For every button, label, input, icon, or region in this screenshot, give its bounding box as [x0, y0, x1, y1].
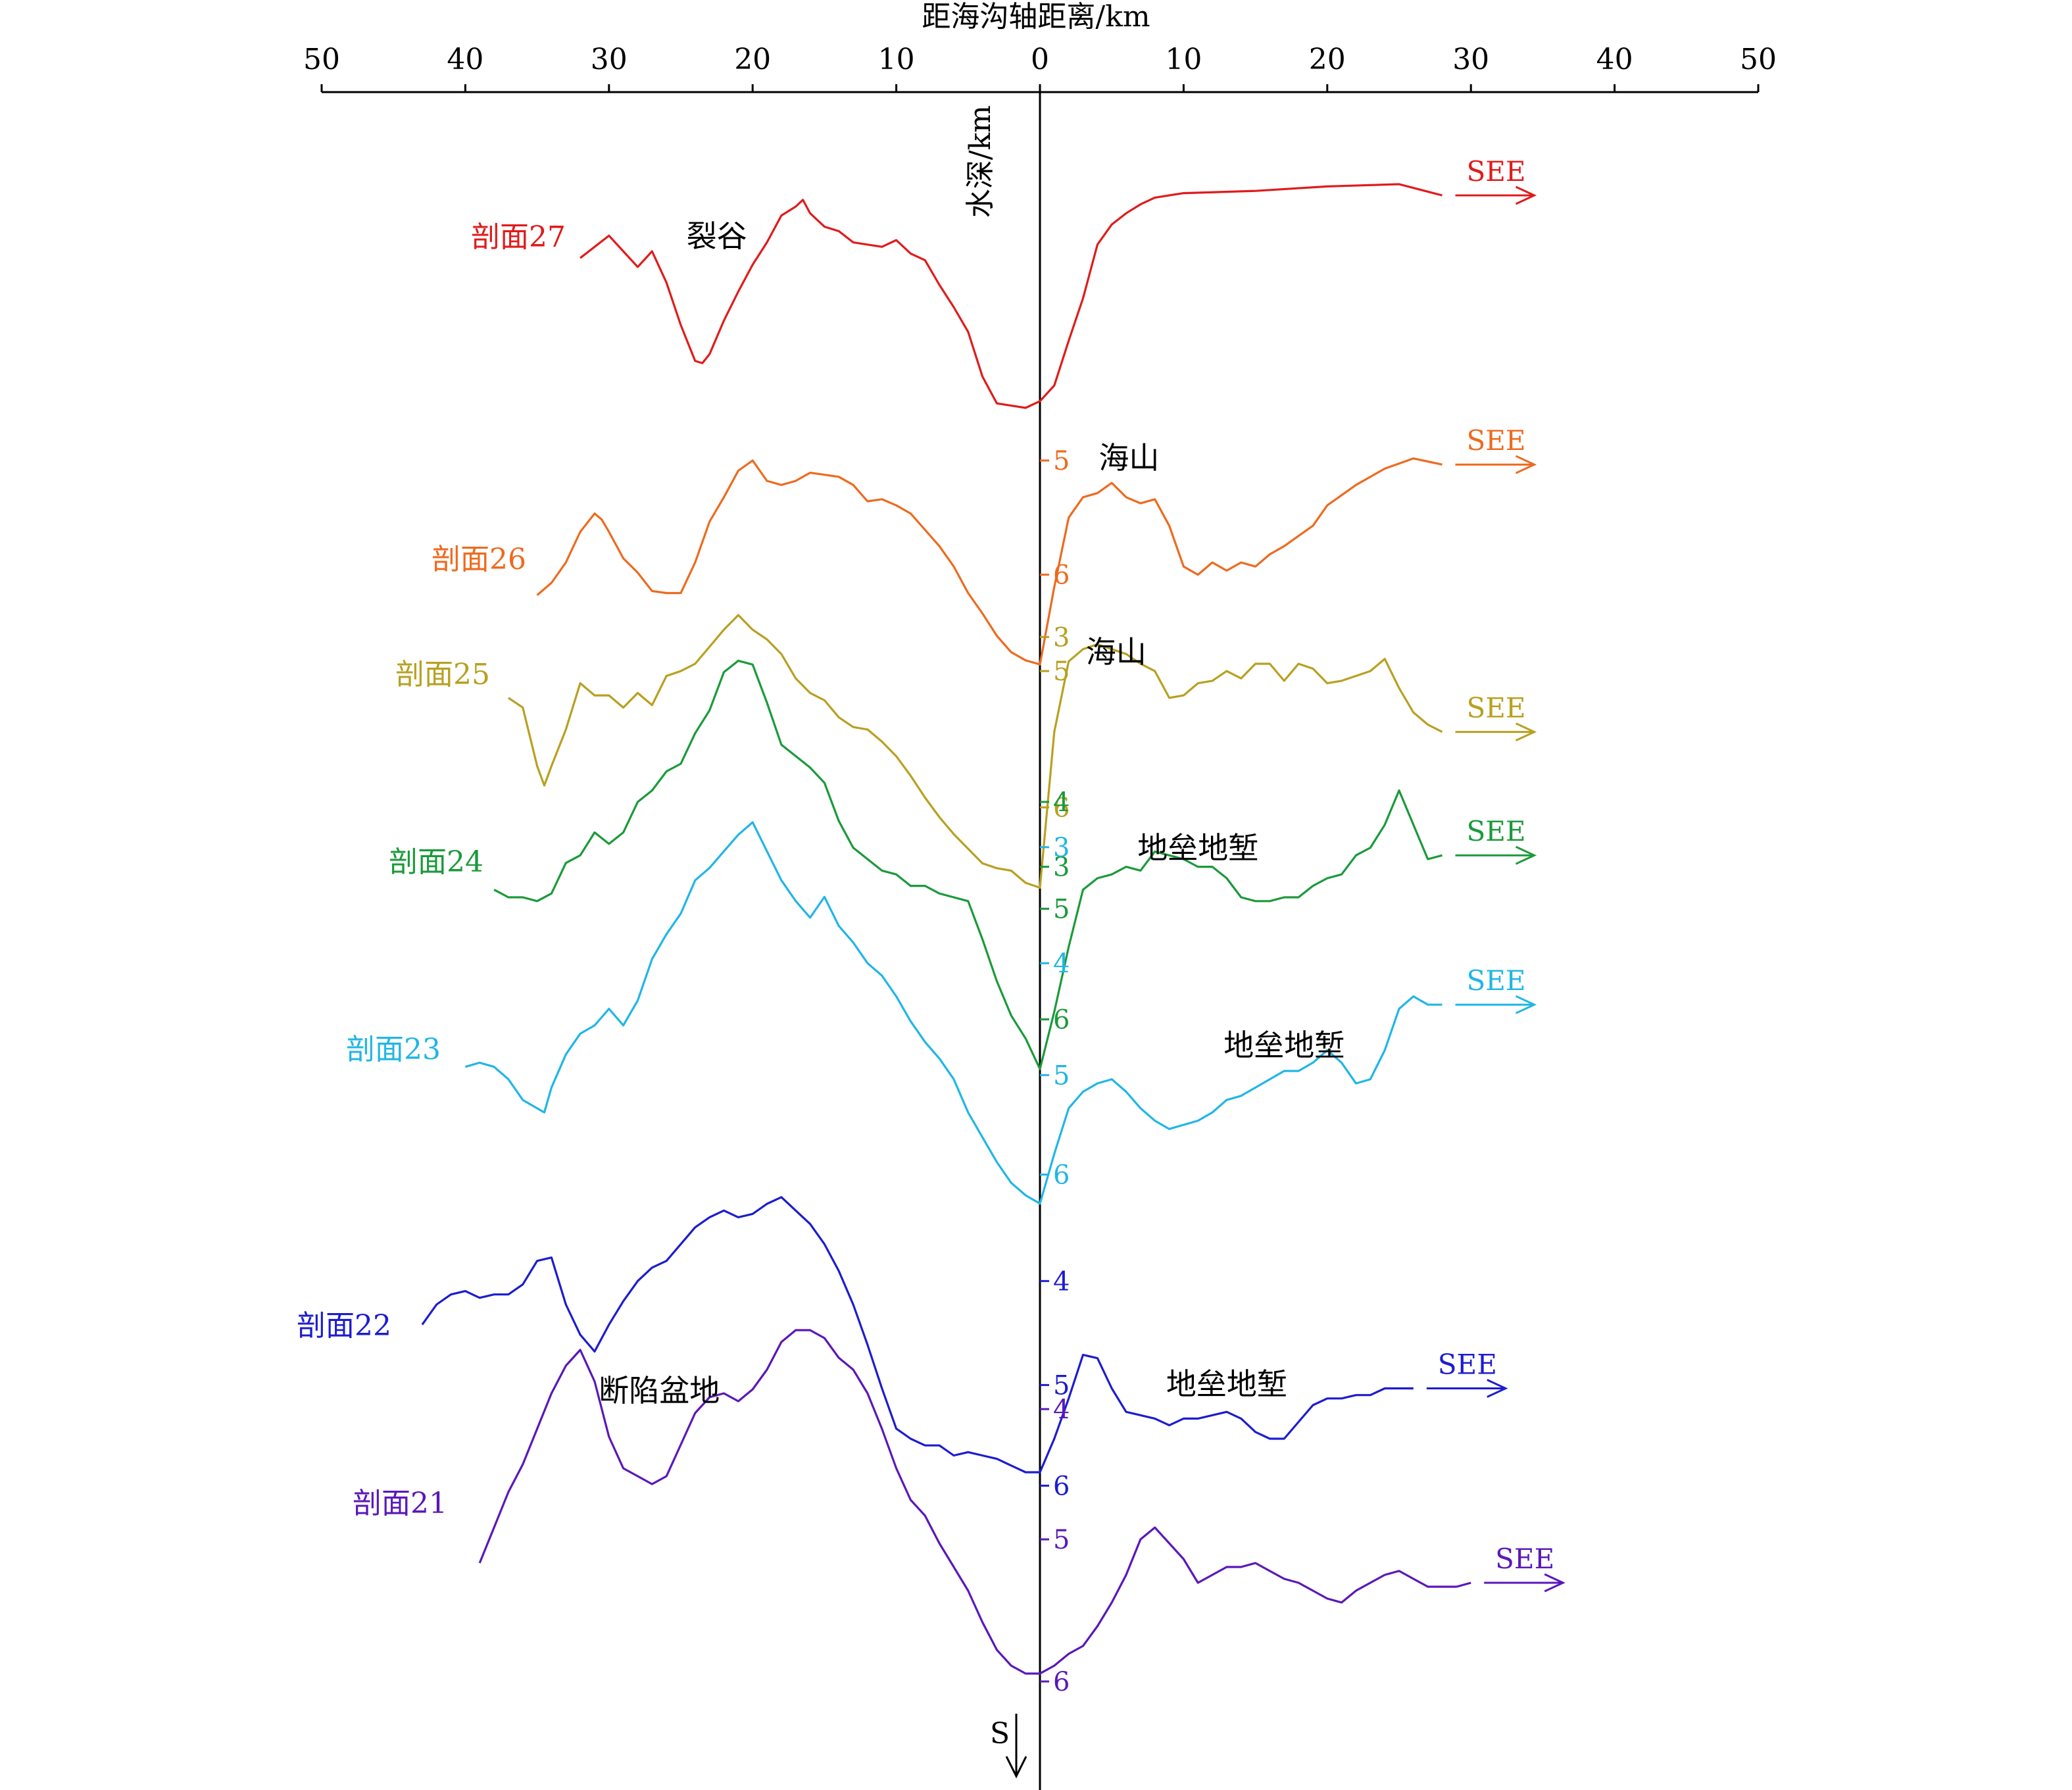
feature-annotation: 地垒地堑: [1223, 1028, 1344, 1063]
x-tick-label: 10: [1165, 43, 1202, 76]
series-name-label: 剖面21: [353, 1487, 447, 1520]
profile-剖面23: 剖面23 SEE 3 4 5 6: [346, 821, 1537, 1205]
x-tick-label: 20: [1309, 43, 1346, 76]
x-tick-label: 10: [878, 43, 915, 76]
depth-tick-label: 6: [1053, 1667, 1070, 1697]
depth-tick-label: 4: [1053, 1266, 1070, 1297]
profile-剖面24: 剖面24 SEE 3 4 5 6: [389, 659, 1537, 1070]
series-name-label: 剖面24: [389, 845, 483, 879]
x-axis-ticks: 50 40 30 20 10 0 10 20 30 40 50: [303, 43, 1777, 92]
see-direction-label: SEE: [1466, 692, 1525, 724]
feature-annotation: 海山: [1098, 440, 1159, 476]
x-tick-label: 40: [447, 43, 483, 76]
depth-tick-label: 5: [1053, 657, 1070, 687]
series-name-label: 剖面27: [471, 220, 566, 254]
profile-剖面27: 剖面27 SEE: [471, 155, 1537, 409]
depth-tick-label: 5: [1053, 446, 1070, 476]
depth-tick-label: 5: [1053, 1370, 1070, 1401]
depth-tick-label: 5: [1053, 894, 1070, 924]
depth-tick-label: 6: [1053, 793, 1070, 823]
feature-annotation: 地垒地堑: [1137, 830, 1258, 866]
x-tick-label: 30: [1452, 43, 1489, 76]
x-axis-label: 距海沟轴距离/km: [922, 0, 1150, 34]
y-axis-label: 水深/km: [964, 105, 997, 218]
feature-annotation: 断陷盆地: [599, 1373, 720, 1408]
see-direction-label: SEE: [1438, 1349, 1497, 1381]
x-tick-label: 50: [1740, 43, 1777, 76]
feature-annotation: 地垒地堑: [1166, 1366, 1287, 1402]
feature-annotation: 裂谷: [687, 218, 747, 254]
profile-line: [508, 614, 1443, 889]
x-tick-label: 20: [734, 43, 771, 76]
profile-line: [421, 1196, 1414, 1474]
profile-剖面25: 剖面25 SEE 3 5 6: [395, 614, 1537, 889]
profile-line: [536, 457, 1443, 666]
depth-tick-label: 4: [1053, 949, 1070, 979]
x-tick-label: 50: [303, 43, 340, 76]
south-arrow-icon: [1005, 1714, 1027, 1779]
see-arrow-icon: [1455, 995, 1537, 1014]
series-name-label: 剖面25: [395, 658, 490, 691]
x-tick-label: 30: [591, 43, 628, 76]
depth-tick-label: 6: [1053, 1005, 1070, 1035]
series-name-label: 剖面23: [346, 1033, 441, 1066]
profile-line: [478, 1329, 1471, 1675]
series-name-label: 剖面26: [432, 543, 526, 576]
see-arrow-icon: [1455, 186, 1537, 205]
profile-line: [580, 183, 1443, 409]
depth-tick-label: 6: [1053, 1471, 1070, 1501]
direction-label-s: S: [990, 1717, 1010, 1751]
profile-剖面26: 剖面26 SEE 5 6: [432, 424, 1537, 666]
depth-tick-label: 4: [1053, 787, 1070, 818]
depth-tick-label: 6: [1053, 1160, 1070, 1191]
depth-tick-label: 5: [1053, 1525, 1070, 1555]
see-direction-label: SEE: [1466, 815, 1525, 847]
x-tick-label: 0: [1031, 43, 1049, 76]
see-direction-label: SEE: [1466, 964, 1525, 997]
depth-tick-label: 3: [1053, 622, 1070, 653]
see-arrow-icon: [1426, 1379, 1508, 1398]
depth-tick-label: 3: [1053, 853, 1070, 883]
x-tick-label: 40: [1596, 43, 1633, 76]
see-arrow-icon: [1455, 845, 1537, 865]
depth-tick-label: 5: [1053, 1060, 1070, 1091]
depth-tick-label: 6: [1053, 560, 1070, 591]
see-arrow-icon: [1455, 722, 1537, 741]
profile-series: 剖面27SEE剖面26SEE56剖面25SEE356剖面24SEE3456剖面2…: [297, 155, 1566, 1697]
depth-tick-label: 4: [1053, 1395, 1070, 1425]
profile-line: [493, 659, 1443, 1070]
y-axis: 水深/km S: [964, 92, 1041, 1790]
profile-line: [464, 821, 1443, 1205]
see-direction-label: SEE: [1466, 155, 1525, 187]
series-name-label: 剖面22: [297, 1309, 391, 1343]
feature-annotation: 海山: [1086, 634, 1147, 670]
depth-tick-label: 3: [1053, 833, 1070, 863]
see-arrow-icon: [1484, 1573, 1566, 1593]
see-direction-label: SEE: [1495, 1543, 1554, 1575]
see-arrow-icon: [1455, 455, 1537, 474]
see-direction-label: SEE: [1466, 424, 1525, 457]
